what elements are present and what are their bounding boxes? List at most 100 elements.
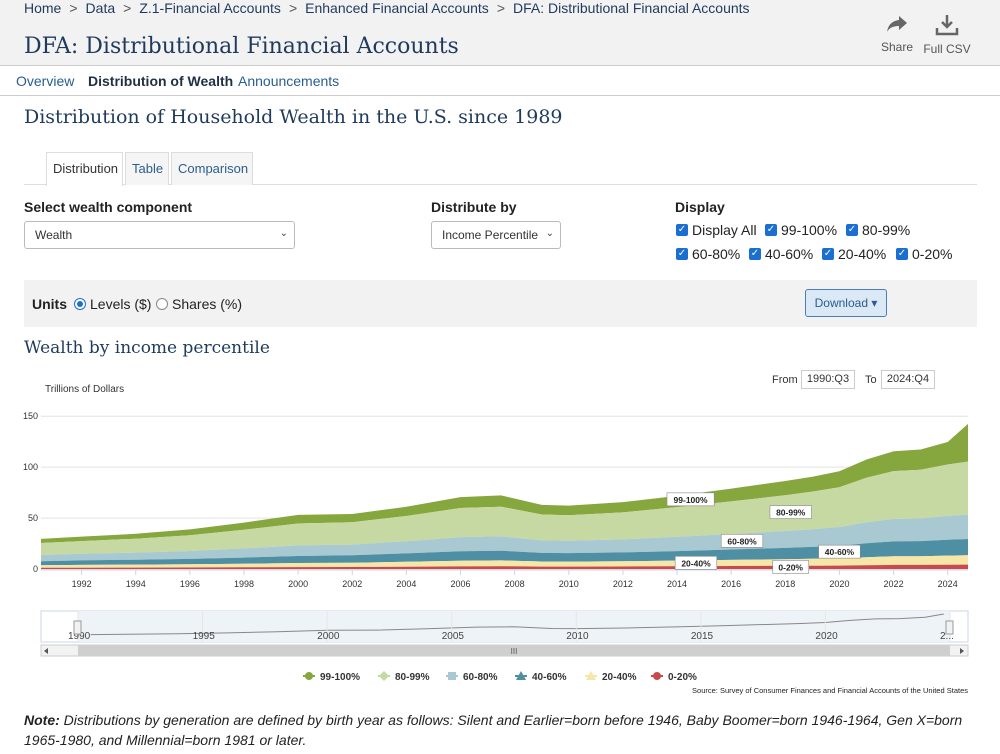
checkbox-60-80[interactable]: ✓ 60-80% [676,246,741,262]
breadcrumb: Home > Data > Z.1-Financial Accounts > Enha… [24,0,750,16]
data-label: 60-80% [727,536,757,546]
nav-announcements[interactable]: Announcements [238,73,340,89]
checkbox-40-60[interactable]: ✓ 40-60% [749,246,814,262]
x-tick-label: 2002 [342,579,362,589]
y-tick-label: 100 [23,462,38,472]
x-tick-label: 1992 [72,579,92,589]
x-tick-label: 2004 [396,579,416,589]
legend-label: 40-60% [532,672,567,683]
tab-comparison[interactable]: Comparison [171,152,253,185]
navigator-right-handle [945,620,954,635]
y-tick-label: 150 [23,411,38,421]
page-title: DFA: Distributional Financial Accounts [24,34,459,59]
check-icon: ✓ [846,224,858,236]
breadcrumb-z1[interactable]: Z.1-Financial Accounts [139,0,281,16]
component-label: Select wealth component [24,199,193,215]
data-label: 40-60% [825,547,855,557]
navigator-tick-label: 1995 [193,631,216,642]
units-bar: Units Levels ($) Shares (%) Download ▾ [24,280,977,327]
legend-label: 99-100% [320,672,360,683]
wealth-area-chart: Trillions of Dollars 0 50 100 150 1992 1994 199… [23,384,969,695]
full-csv-label: Full CSV [923,42,971,56]
share-label: Share [880,40,914,54]
range-from-input[interactable]: 1990:Q3 [801,370,855,389]
full-csv-button[interactable]: Full CSV [921,14,973,56]
x-tick-label: 2018 [775,579,795,589]
navigator-tick-label: 2020 [815,631,838,642]
distribute-select[interactable]: Income Percentile ⌄ [431,221,561,249]
navigator-tick-label: 2... [940,631,954,642]
radio-shares[interactable]: Shares (%) [156,296,242,312]
sub-navigation: Overview Distribution of Wealth Announce… [0,66,1000,96]
checkbox-0-20[interactable]: ✓ 0-20% [896,246,953,262]
share-icon [887,16,907,32]
breadcrumb-data[interactable]: Data [85,0,116,16]
legend-marker [379,671,389,681]
component-select[interactable]: Wealth ⌄ [24,221,295,249]
legend-label: 20-40% [602,672,637,683]
check-icon: ✓ [822,248,834,260]
tab-distribution[interactable]: Distribution [46,152,123,186]
x-tick-label: 2024 [938,579,958,589]
radio-levels[interactable]: Levels ($) [74,296,151,312]
chart-source: Source: Survey of Consumer Finances and … [692,686,968,695]
site-header: Home > Data > Z.1-Financial Accounts > Enha… [0,0,1000,66]
x-tick-label: 2010 [559,579,579,589]
legend-marker [586,671,596,680]
legend-marker [305,672,313,680]
x-tick-label: 2006 [451,579,471,589]
x-tick-label: 1996 [180,579,200,589]
chart-section-title: Wealth by income percentile [24,338,270,358]
navigator-tick-label: 1990 [68,631,91,642]
display-label: Display [675,199,725,215]
checkbox-99-100[interactable]: ✓ 99-100% [765,222,838,238]
share-button[interactable]: Share [871,14,923,54]
x-tick-label: 1994 [126,579,146,589]
tab-table[interactable]: Table [125,152,169,185]
x-tick-label: 2016 [721,579,741,589]
download-button[interactable]: Download ▾ [805,289,887,317]
breadcrumb-dfa[interactable]: DFA: Distributional Financial Accounts [513,0,750,16]
nav-overview[interactable]: Overview [16,73,75,89]
data-label-box [769,505,812,519]
scrollbar-grip: III [511,647,518,656]
series-area-20-40 [41,555,968,568]
footnote: Note: Distributions by generation are de… [24,710,964,750]
x-tick-label: 2022 [884,579,904,589]
check-icon: ✓ [676,224,688,236]
breadcrumb-home[interactable]: Home [24,0,62,16]
note-label: Note: [24,712,60,728]
series-area-40-60 [41,539,968,566]
radio-off-icon [156,298,168,310]
nav-distribution-of-wealth[interactable]: Distribution of Wealth [88,73,234,89]
chevron-down-icon: ⌄ [545,228,554,239]
navigator-tick-label: 2000 [317,631,340,642]
data-label-box [818,544,861,559]
navigator-tick-label: 2015 [691,631,714,642]
section-title: Distribution of Household Wealth in the … [24,106,563,128]
legend-marker [516,671,526,680]
checkbox-80-99[interactable]: ✓ 80-99% [846,222,911,238]
check-icon: ✓ [896,248,908,260]
data-label-box [720,533,764,548]
check-icon: ✓ [765,224,777,236]
navigator-tick-label: 2010 [566,631,589,642]
component-value: Wealth [35,228,73,242]
range-to-input[interactable]: 2024:Q4 [881,370,935,389]
navigator-tick-label: 2005 [442,631,465,642]
x-tick-label: 2014 [667,579,687,589]
range-from-label: From [772,374,798,386]
checkbox-20-40[interactable]: ✓ 20-40% [822,246,887,262]
data-label-box [674,555,718,570]
x-tick-label: 2008 [505,579,525,589]
note-text: Distributions by generation are defined … [24,712,963,748]
check-icon: ✓ [676,248,688,260]
breadcrumb-enhanced[interactable]: Enhanced Financial Accounts [305,0,489,16]
scrollbar-thumb [78,645,950,656]
checkbox-display-all[interactable]: ✓ Display All [676,222,757,238]
distribute-value: Income Percentile [442,228,539,242]
chevron-down-icon: ⌄ [279,228,288,239]
x-tick-label: 1998 [234,579,254,589]
download-icon [935,15,959,36]
data-label: 99-100% [674,495,708,505]
